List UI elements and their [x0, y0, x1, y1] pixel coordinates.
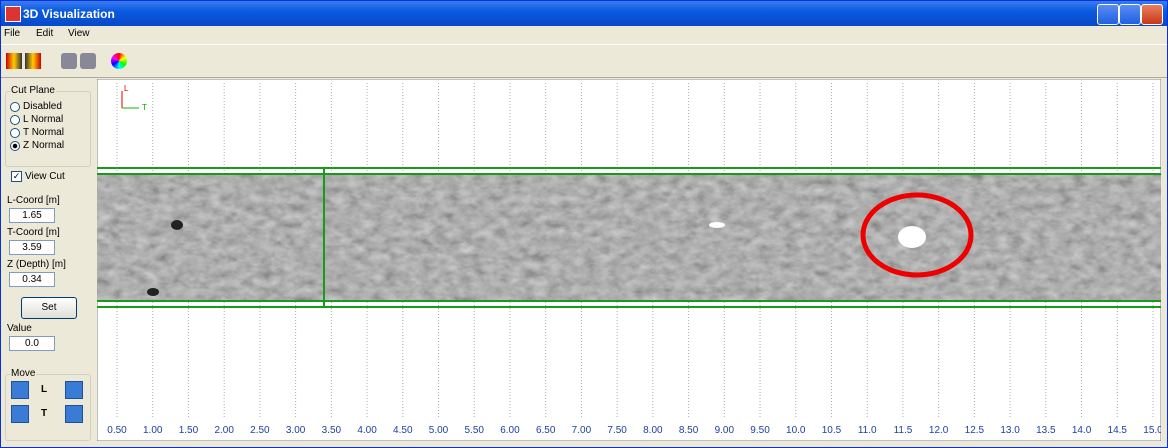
side-panel: Cut Plane ✓ View Cut Set Value 0.0 Move …: [1, 79, 95, 445]
menu-item[interactable]: Edit: [36, 28, 53, 39]
x-tick-label: 1.00: [143, 425, 163, 436]
tool-button[interactable]: [25, 53, 41, 69]
toolbar: [1, 44, 1167, 78]
dark-spot: [171, 220, 183, 230]
x-tick-label: 1.50: [179, 425, 199, 436]
text-field[interactable]: 0.34: [9, 272, 55, 287]
menu-item[interactable]: File: [4, 28, 20, 39]
x-tick-label: 0.50: [107, 425, 127, 436]
x-tick-label: 12.5: [965, 425, 985, 436]
maximize-button[interactable]: [1119, 4, 1141, 25]
axis-label: T: [142, 103, 147, 112]
field-label: Z (Depth) [m]: [7, 259, 66, 270]
x-tick-label: 6.00: [500, 425, 520, 436]
title-bar: 3D Visualization: [1, 1, 1167, 26]
tool-button[interactable]: [80, 53, 96, 69]
bright-spot: [709, 222, 725, 228]
radio-label[interactable]: T Normal: [23, 127, 64, 138]
radio-button[interactable]: [10, 128, 20, 138]
x-tick-label: 9.00: [715, 425, 735, 436]
x-tick-label: 5.50: [465, 425, 485, 436]
view-canvas: L T 0.50 1.00 1.50 2.00 2.50 3.00 3.50 4.00 4.50…: [97, 79, 1161, 441]
x-tick-label: 5.00: [429, 425, 449, 436]
x-tick-label: 2.00: [214, 425, 234, 436]
move-axis-label: L: [41, 384, 47, 395]
dark-spot: [147, 288, 159, 296]
radio-button[interactable]: [10, 141, 20, 151]
desktop: 3D Visualization File Edit View Cut Plane …: [0, 0, 1168, 448]
window-title: 3D Visualization: [23, 7, 115, 21]
move-axis-label: T: [41, 408, 47, 419]
x-tick-label: 11.0: [858, 425, 877, 436]
move-left-button[interactable]: [11, 381, 29, 399]
text-field[interactable]: 0.0: [9, 336, 55, 351]
checkbox-label: View Cut: [25, 171, 65, 182]
x-tick-label: 8.00: [643, 425, 663, 436]
radio-label[interactable]: L Normal: [23, 114, 63, 125]
x-tick-label: 13.0: [1000, 425, 1020, 436]
anomaly: [898, 226, 926, 248]
field-label: T-Coord [m]: [7, 227, 60, 238]
x-tick-label: 12.0: [929, 425, 949, 436]
x-tick-label: 13.5: [1036, 425, 1056, 436]
checkbox[interactable]: ✓: [11, 171, 22, 182]
field-label: L-Coord [m]: [7, 195, 60, 206]
x-tick-label: 3.00: [286, 425, 306, 436]
radio-label[interactable]: Disabled: [23, 101, 62, 112]
group-label: Move: [10, 368, 36, 379]
x-tick-label: 10.5: [822, 425, 842, 436]
x-tick-label: 6.50: [536, 425, 556, 436]
text-field[interactable]: 3.59: [9, 240, 55, 255]
axis-label: L: [124, 84, 129, 93]
radio-button[interactable]: [10, 102, 20, 112]
x-tick-label: 4.50: [393, 425, 413, 436]
x-tick-label: 9.50: [750, 425, 770, 436]
minimize-button[interactable]: [1097, 4, 1119, 25]
x-tick-label: 11.5: [894, 425, 913, 436]
field-label: Value: [7, 323, 32, 334]
x-tick-label: 2.50: [250, 425, 270, 436]
window: 3D Visualization File Edit View Cut Plane …: [0, 0, 1168, 448]
radio-label[interactable]: Z Normal: [23, 140, 64, 151]
move-left-button[interactable]: [11, 405, 29, 423]
menu-item[interactable]: View: [68, 28, 90, 39]
x-tick-label: 3.50: [322, 425, 342, 436]
x-tick-label: 8.50: [679, 425, 699, 436]
scan-noise: [97, 174, 1161, 301]
group-label: Cut Plane: [10, 85, 56, 96]
tool-button[interactable]: [111, 53, 127, 69]
radio-button[interactable]: [10, 115, 20, 125]
x-tick-label: 15.0: [1143, 425, 1161, 436]
x-tick-label: 14.5: [1108, 425, 1128, 436]
move-right-button[interactable]: [65, 381, 83, 399]
x-tick-label: 7.00: [572, 425, 592, 436]
x-tick-label: 7.50: [607, 425, 627, 436]
x-tick-label: 14.0: [1072, 425, 1092, 436]
close-button[interactable]: [1141, 4, 1163, 25]
x-tick-label: 10.0: [786, 425, 806, 436]
tool-button[interactable]: [6, 53, 22, 69]
x-tick-label: 4.00: [357, 425, 377, 436]
tool-button[interactable]: [61, 53, 77, 69]
text-field[interactable]: 1.65: [9, 208, 55, 223]
app-icon: [5, 6, 21, 22]
move-right-button[interactable]: [65, 405, 83, 423]
set-button[interactable]: Set: [21, 297, 77, 319]
